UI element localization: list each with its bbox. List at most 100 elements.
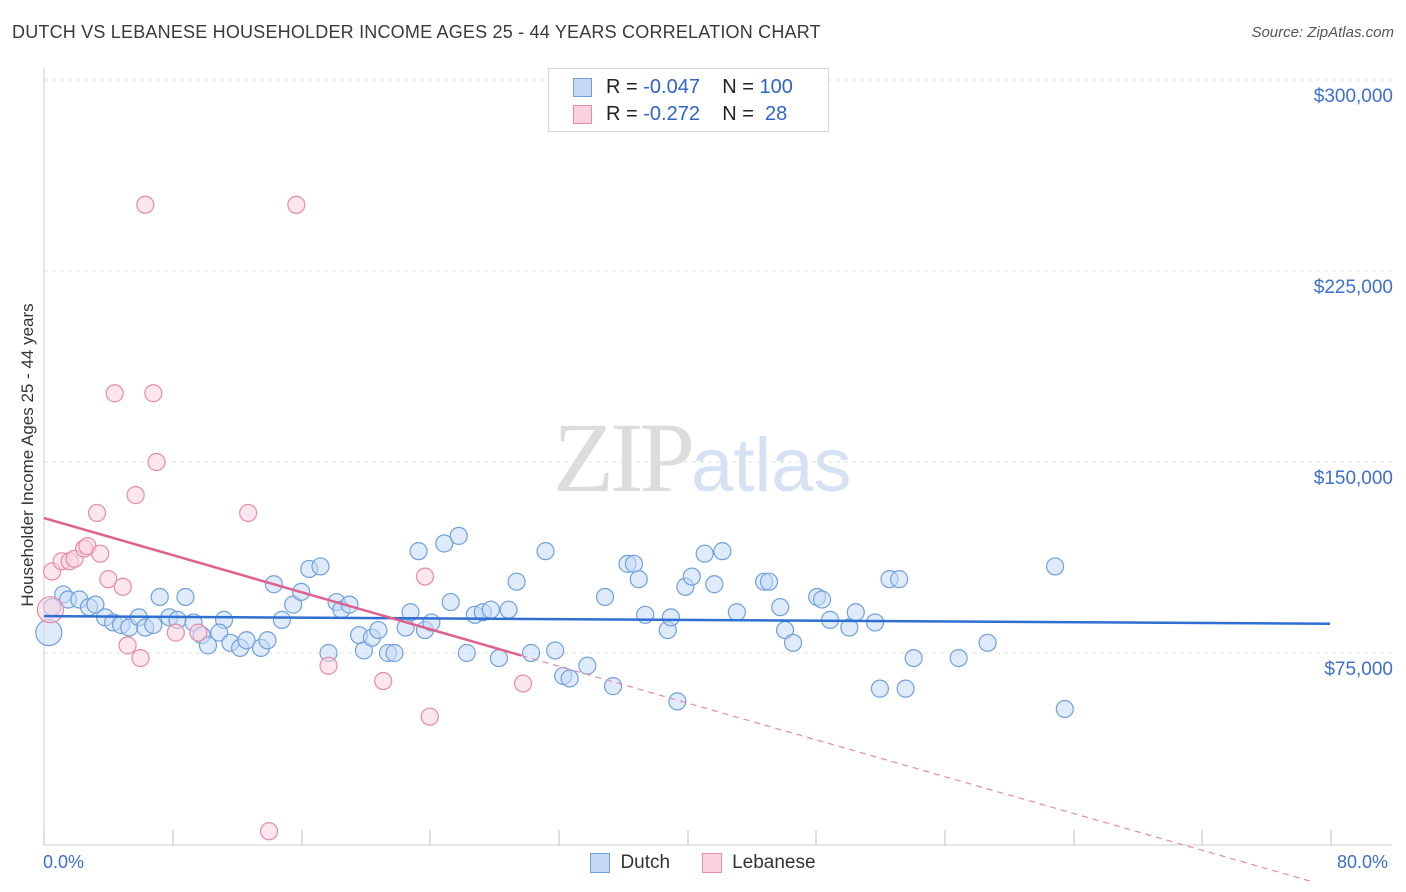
legend-label-lebanese: Lebanese <box>732 852 816 873</box>
dutch-point <box>865 613 885 632</box>
lebanese-point <box>319 656 338 675</box>
dutch-point <box>624 554 644 573</box>
lebanese-trend-line <box>43 516 522 657</box>
legend-row-lebanese: R = -0.272 N = 28 <box>573 102 787 126</box>
legend-swatch-dutch <box>590 853 611 873</box>
dutch-point <box>385 643 404 663</box>
lebanese-point <box>513 674 533 693</box>
dutch-point <box>144 615 163 635</box>
lebanese-point <box>99 570 118 589</box>
legend-swatch-lebanese <box>702 853 723 873</box>
dutch-point <box>272 610 292 629</box>
y-tick-label: $225,000 <box>1313 277 1393 298</box>
dutch-point <box>35 619 63 647</box>
dutch-point <box>86 595 105 614</box>
dutch-point <box>846 603 865 622</box>
correlation-legend: R = -0.047 N = 100 R = -0.272 N = 28 <box>548 68 829 132</box>
legend-n-label: N = <box>722 102 760 125</box>
legend-n-value: 100 <box>759 75 793 98</box>
lebanese-point <box>113 577 132 596</box>
legend-r-label: R = <box>606 75 644 98</box>
dutch-point <box>1055 699 1074 719</box>
lebanese-point <box>239 503 258 523</box>
dutch-point <box>661 608 681 627</box>
dutch-point <box>449 526 468 545</box>
grid-lines <box>44 79 1392 654</box>
lebanese-point <box>374 671 393 691</box>
dutch-point <box>369 620 388 640</box>
dutch-point <box>890 570 909 589</box>
dutch-point <box>705 575 724 594</box>
legend-label-dutch: Dutch <box>620 852 671 873</box>
dutch-point <box>176 587 195 607</box>
dutch-point <box>198 636 218 655</box>
dutch-point <box>521 643 541 663</box>
legend-item-lebanese[interactable]: Lebanese <box>702 852 816 874</box>
lebanese-point <box>166 623 185 642</box>
dutch-point <box>713 542 732 561</box>
legend-swatch-dutch <box>573 77 592 97</box>
y-tick-label: $150,000 <box>1313 468 1393 489</box>
dutch-point <box>578 656 597 675</box>
axes <box>43 68 1392 846</box>
legend-r-value: -0.047 <box>643 75 700 98</box>
legend-swatch-lebanese <box>573 104 592 124</box>
lebanese-point <box>131 648 150 668</box>
dutch-point <box>546 641 565 660</box>
dutch-point <box>489 648 509 668</box>
data-points <box>35 195 1074 841</box>
dutch-point <box>812 590 832 609</box>
dutch-trend-line <box>43 614 1331 625</box>
x-tick-label-max: 80.0% <box>1337 852 1389 872</box>
legend-row-dutch: R = -0.047 N = 100 <box>573 75 793 99</box>
lebanese-point <box>144 384 163 403</box>
dutch-point <box>668 692 687 711</box>
dutch-point <box>481 600 500 619</box>
legend-n-label: N = <box>722 75 760 98</box>
lebanese-point <box>105 384 124 403</box>
dutch-point <box>595 587 615 607</box>
watermark-zip: ZIP <box>553 402 695 513</box>
lebanese-point <box>259 822 279 841</box>
legend-r-label: R = <box>606 102 644 125</box>
dutch-point <box>536 542 555 561</box>
lebanese-trend-extension <box>521 654 1315 883</box>
series-legend: Dutch Lebanese <box>0 852 1406 874</box>
dutch-point <box>499 600 518 619</box>
lebanese-point <box>91 544 110 563</box>
dutch-point <box>409 542 428 561</box>
lebanese-point <box>420 707 439 726</box>
dutch-point <box>949 648 968 668</box>
dutch-point <box>457 643 476 663</box>
dutch-point <box>629 570 648 589</box>
dutch-point <box>870 679 890 698</box>
dutch-point <box>978 633 997 652</box>
x-tick-label-min: 0.0% <box>43 852 85 872</box>
dutch-point <box>896 679 915 698</box>
dutch-point <box>727 603 746 622</box>
y-tick-label: $300,000 <box>1313 86 1393 107</box>
lebanese-point <box>147 452 166 472</box>
chart-title: DUTCH VS LEBANESE HOUSEHOLDER INCOME AGE… <box>12 22 821 42</box>
lebanese-point <box>415 567 435 586</box>
dutch-point <box>840 618 859 637</box>
dutch-point <box>904 648 923 668</box>
dutch-point <box>441 592 460 612</box>
trend-lines <box>43 516 1331 883</box>
legend-item-dutch[interactable]: Dutch <box>590 852 670 874</box>
dutch-point <box>311 557 330 576</box>
lebanese-point <box>87 503 107 523</box>
dutch-point <box>771 598 790 617</box>
dutch-point <box>237 631 256 650</box>
source-label: Source: ZipAtlas.com <box>1251 24 1394 41</box>
dutch-point <box>258 631 277 650</box>
dutch-point <box>560 669 579 688</box>
lebanese-point <box>287 195 306 214</box>
dutch-point <box>759 572 779 591</box>
dutch-point <box>695 544 714 563</box>
legend-r-value: -0.272 <box>643 102 700 125</box>
dutch-point <box>210 623 229 642</box>
dutch-point <box>435 534 454 553</box>
lebanese-point <box>136 195 155 214</box>
